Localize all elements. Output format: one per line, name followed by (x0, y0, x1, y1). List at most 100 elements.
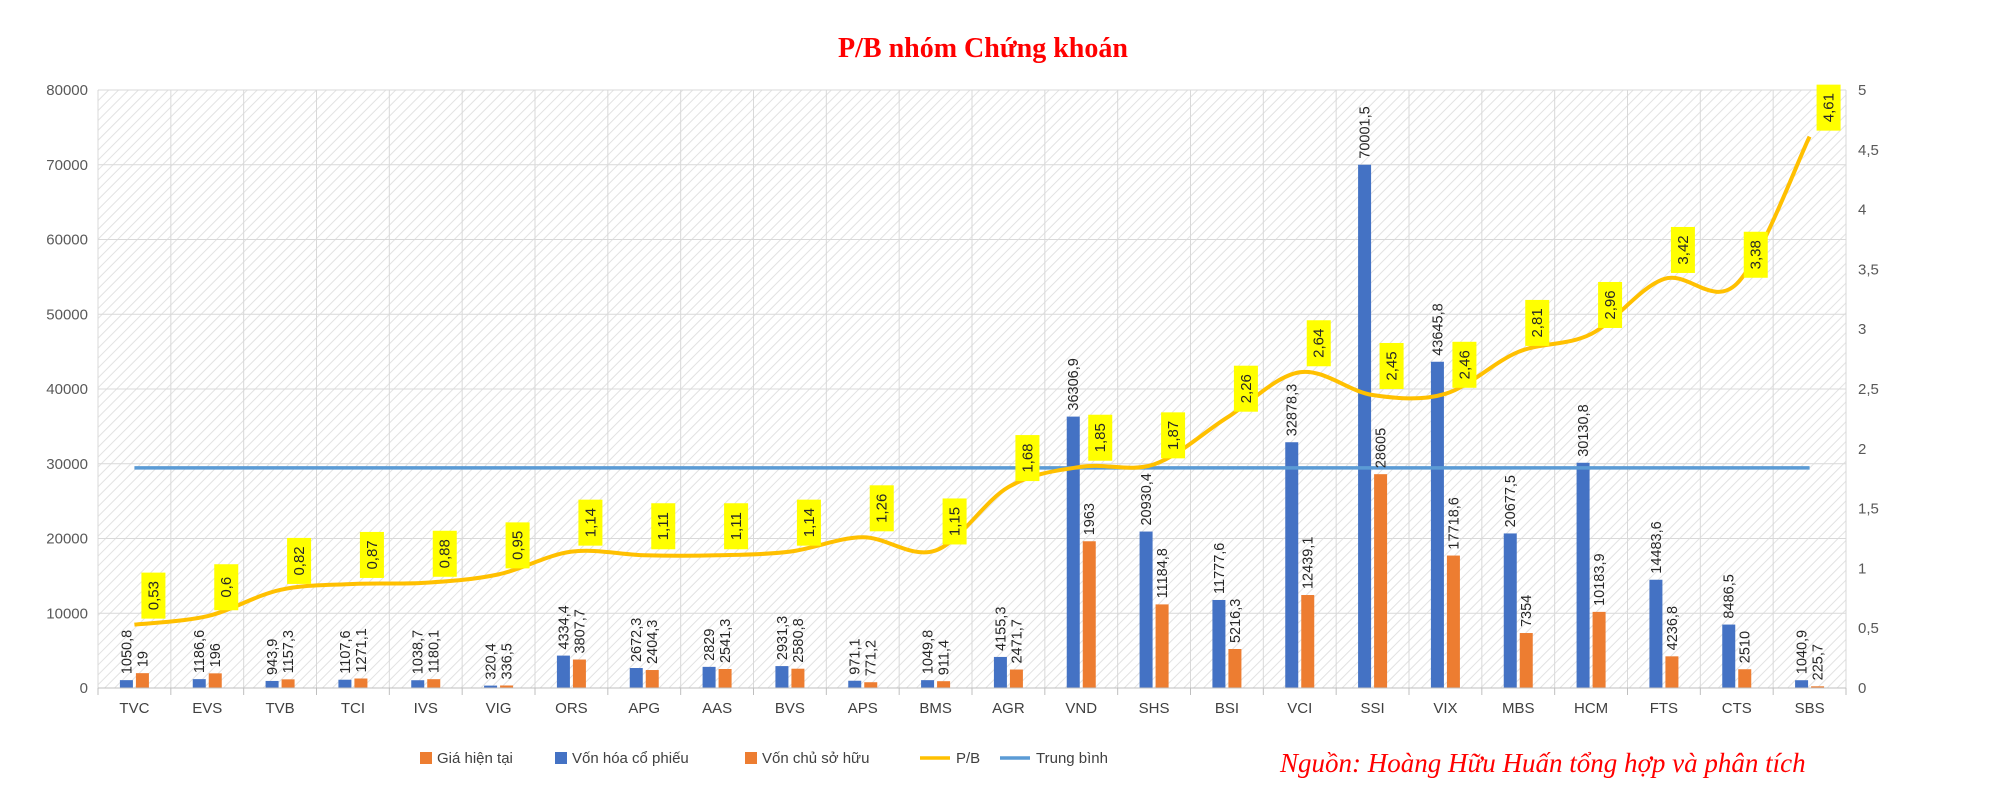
y-right-tick: 3,5 (1858, 261, 1879, 278)
pb-label-box (796, 499, 821, 546)
bar-data-label: 1271,1 (354, 628, 370, 672)
bar-von-chu-so-huu (281, 679, 295, 688)
pb-data-label: 1,14 (578, 499, 603, 546)
bar-von-chu-so-huu (1301, 595, 1315, 688)
bar-von-hoa (921, 680, 935, 688)
bar-von-chu-so-huu (791, 668, 805, 688)
bar-data-label: 32878,3 (1285, 384, 1301, 436)
bar-von-chu-so-huu (1446, 555, 1460, 688)
x-tick-label: TVB (265, 700, 294, 717)
pb-data-label: 1,68 (1015, 435, 1040, 482)
bar-data-label: 20677,5 (1503, 475, 1519, 527)
legend-item: Giá hiện tại (420, 750, 513, 767)
bar-data-label: 1180,1 (427, 630, 443, 673)
x-tick-label: BVS (775, 700, 805, 717)
bar-von-hoa (1430, 361, 1444, 688)
bar-data-label: 1186,6 (192, 630, 208, 673)
y-right-tick: 0 (1858, 680, 1866, 697)
bar-data-label: 1963 (1082, 503, 1098, 535)
x-tick-label: SHS (1139, 700, 1170, 717)
x-tick-label: CTS (1722, 700, 1752, 717)
pb-label-text: 1,68 (1019, 443, 1036, 472)
pb-label-box (1598, 281, 1623, 328)
bar-von-chu-so-huu (354, 678, 368, 688)
bar-data-label: 70001,5 (1358, 106, 1374, 158)
x-tick-label: AAS (702, 700, 732, 717)
bar-von-hoa (119, 680, 133, 688)
bar-von-hoa (1649, 579, 1663, 688)
bar-von-chu-so-huu (135, 673, 149, 688)
bar-data-label: 14483,6 (1649, 521, 1665, 573)
bar-von-chu-so-huu (572, 659, 586, 688)
bar-von-hoa (1358, 164, 1372, 689)
pb-data-label: 2,64 (1306, 320, 1331, 367)
pb-data-label: 1,87 (1161, 412, 1186, 459)
bar-data-label: 2541,3 (718, 619, 734, 663)
y-right-tick: 0,5 (1858, 620, 1879, 637)
chart-title: P/B nhóm Chứng khoán (838, 33, 1128, 64)
x-tick-label: MBS (1502, 700, 1535, 717)
y-right-tick: 1,5 (1858, 501, 1879, 518)
y-left-tick: 10000 (46, 605, 88, 622)
y-right-tick: 1 (1858, 560, 1866, 577)
bar-data-label: 36306,9 (1066, 358, 1082, 410)
pb-label-box (1015, 435, 1040, 482)
bar-von-hoa (993, 656, 1007, 688)
y-right-tick: 4,5 (1858, 142, 1879, 159)
legend-label: P/B (956, 750, 980, 767)
bar-von-chu-so-huu (718, 669, 732, 688)
bar-von-hoa (629, 668, 643, 688)
bar-von-chu-so-huu (1155, 604, 1169, 688)
y-left-tick: 50000 (46, 306, 88, 323)
x-tick-label: ORS (555, 700, 588, 717)
bar-data-label: 1157,3 (281, 630, 297, 673)
bar-von-hoa (1576, 462, 1590, 688)
pb-data-label: 0,6 (214, 564, 239, 611)
legend-label: Trung bình (1036, 750, 1108, 767)
bar-von-hoa (775, 666, 789, 688)
bar-von-chu-so-huu (1592, 611, 1606, 688)
x-tick-label: BSI (1215, 700, 1239, 717)
pb-data-label: 2,81 (1525, 299, 1550, 346)
bar-data-label: 3807,7 (572, 609, 588, 653)
pb-data-label: 0,82 (287, 537, 312, 584)
bar-von-chu-so-huu (1519, 633, 1533, 688)
pb-label-box (1161, 412, 1186, 459)
bar-data-label: 2580,8 (791, 618, 807, 662)
x-tick-label: SSI (1360, 700, 1384, 717)
bar-data-label: 911,4 (937, 640, 953, 675)
pb-label-text: 0,95 (510, 531, 527, 560)
pb-label-box (1379, 342, 1404, 389)
pb-label-text: 2,46 (1456, 350, 1473, 379)
bar-data-label: 943,9 (265, 639, 281, 675)
y-left-tick: 40000 (46, 381, 88, 398)
x-tick-label: VIG (486, 700, 512, 717)
x-tick-label: IVS (414, 700, 438, 717)
pb-label-box (651, 503, 676, 550)
bar-data-label: 2672,3 (629, 618, 645, 662)
pb-label-text: 0,82 (291, 546, 308, 575)
pb-data-label: 1,11 (724, 503, 749, 550)
bar-data-label: 2471,7 (1009, 619, 1025, 663)
bar-data-label: 20930,4 (1139, 473, 1155, 525)
bar-data-label: 11184,8 (1155, 548, 1171, 598)
legend-swatch (745, 752, 757, 764)
bar-von-chu-so-huu (1811, 686, 1825, 688)
pb-data-label: 2,26 (1233, 365, 1258, 412)
pb-label-box (214, 564, 239, 611)
legend-swatch (420, 752, 432, 764)
bar-von-hoa (411, 680, 425, 688)
x-tick-label: VIX (1433, 700, 1457, 717)
bar-data-label: 7354 (1519, 595, 1535, 627)
pb-data-label: 0,87 (359, 531, 384, 578)
bar-data-label: 1040,9 (1795, 630, 1811, 674)
bar-data-label: 43645,8 (1430, 303, 1446, 355)
y-right-tick: 2 (1858, 441, 1866, 458)
bar-data-label: 4155,3 (993, 607, 1009, 651)
pb-label-box (1670, 226, 1695, 273)
y-right-tick: 2,5 (1858, 381, 1879, 398)
bar-data-label: 8486,5 (1722, 574, 1738, 618)
pb-data-label: 3,38 (1743, 231, 1768, 278)
pb-data-label: 4,61 (1816, 84, 1841, 131)
legend-label: Vốn chủ sở hữu (762, 750, 869, 767)
